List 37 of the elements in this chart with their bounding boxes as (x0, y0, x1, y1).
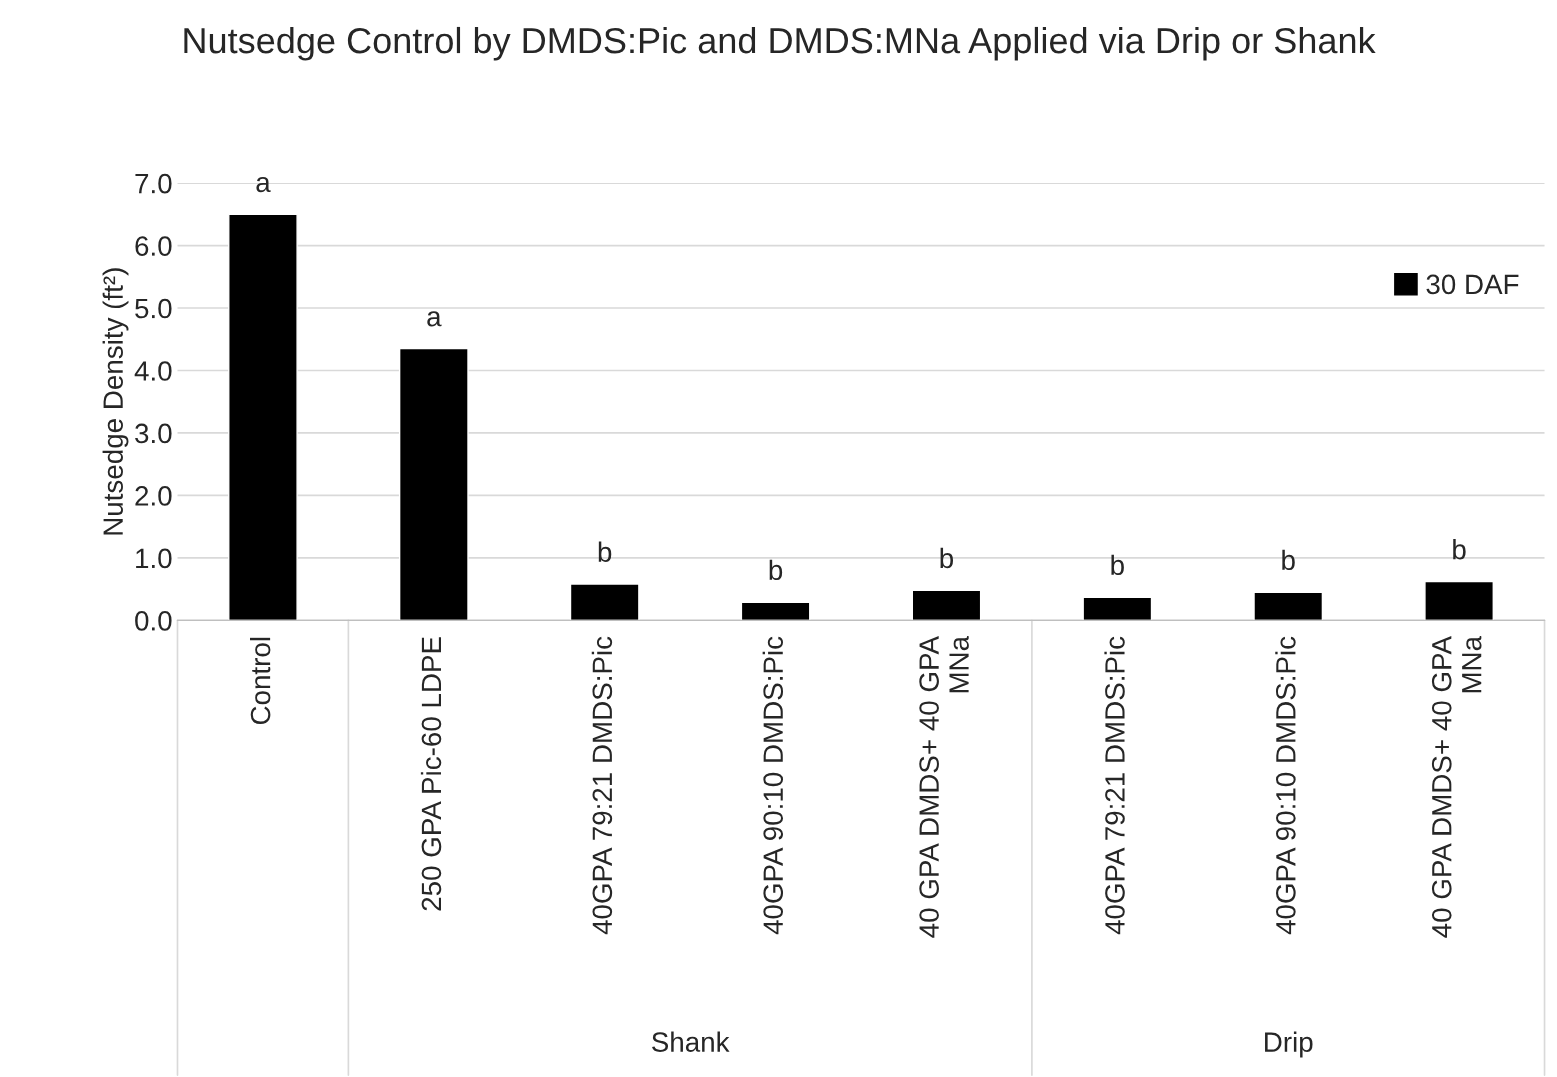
y-tick-label: 6.0 (135, 236, 172, 256)
bar (398, 347, 469, 621)
y-tick-label: 4.0 (134, 361, 172, 381)
x-tick-label: Control (249, 637, 271, 725)
bar (1424, 580, 1494, 621)
bar (1082, 596, 1153, 621)
x-tick-label: 40GPA 79:21 DMDS:Pic (1104, 636, 1125, 935)
legend-label: 30 DAF (1426, 274, 1519, 295)
y-tick-label: 2.0 (135, 486, 172, 506)
y-tick-label: 5.0 (135, 298, 172, 319)
annotation: a (427, 311, 442, 327)
annotation: b (769, 559, 783, 581)
y-tick-label: 0.0 (135, 611, 172, 631)
x-tick-label: 40 GPA DMDS+ 40 GPA MNa (1431, 635, 1482, 938)
x-tick-label: 40GPA 90:10 DMDS:Pic (762, 636, 784, 935)
bar (228, 213, 298, 621)
bar (569, 583, 640, 621)
annotation: a (256, 176, 271, 193)
y-tick-label: 1.0 (136, 548, 172, 569)
annotation: b (1453, 539, 1466, 560)
y-tick-label: 7.0 (135, 173, 172, 194)
x-tick-label: 40 GPA DMDS+ 40 GPA MNa (919, 635, 969, 938)
annotation: b (1111, 554, 1124, 576)
text: Shank (652, 1031, 730, 1052)
y-tick-label: 3.0 (135, 423, 172, 444)
x-tick-label: 250 GPA Pic-60 LDPE (420, 637, 442, 911)
annotation: b (598, 541, 612, 562)
x-tick-label: 40GPA 90:10 DMDS:Pic (1275, 636, 1296, 935)
chart-title: Nutsedge Control by DMDS:Pic and DMDS:MNa Applied via Drip or Shank (184, 26, 1376, 61)
x-tick-label: 40GPA 79:21 DMDS:Pic (591, 636, 613, 935)
bar (1253, 591, 1324, 621)
y-axis-title: Nutsedge Density (ft²) (102, 268, 129, 535)
annotation: b (1282, 549, 1295, 571)
bar (740, 601, 811, 621)
bar (911, 589, 982, 621)
text: Drip (1265, 1031, 1313, 1058)
annotation: b (940, 547, 954, 569)
